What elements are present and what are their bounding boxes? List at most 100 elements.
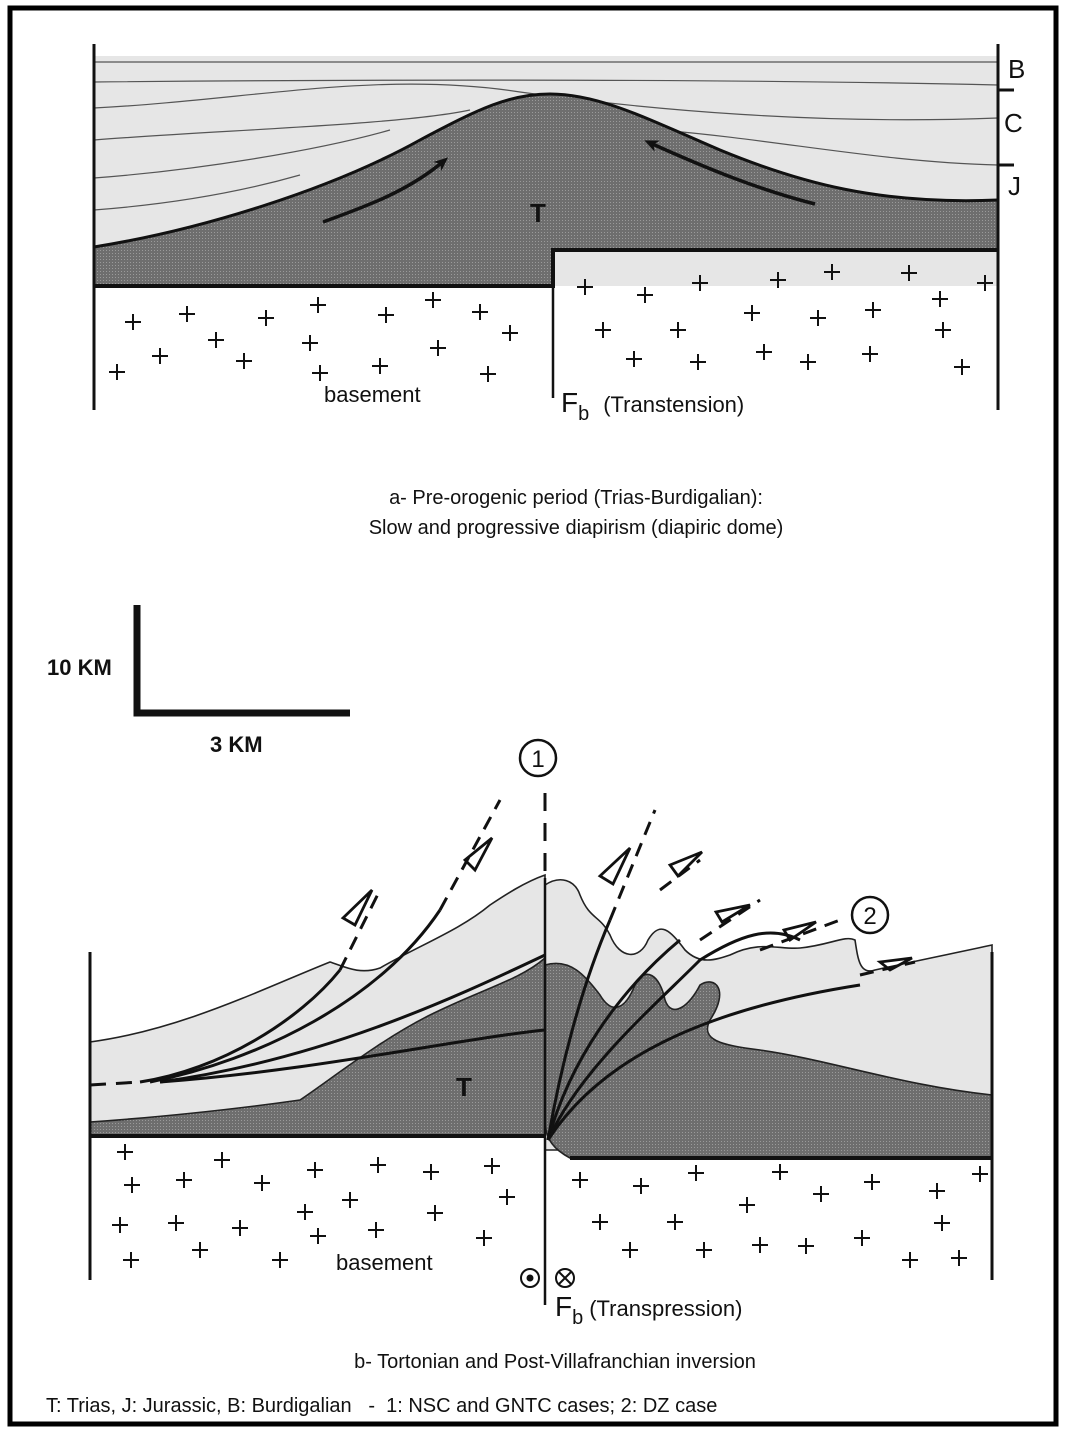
- basement-cross-mark: [272, 1252, 288, 1268]
- strike-slip-symbols: [520, 1268, 575, 1288]
- basement-cross-mark: [744, 305, 760, 321]
- basement-cross-mark: [824, 264, 840, 280]
- basement-cross-mark: [254, 1175, 270, 1191]
- basement-cross-mark: [622, 1242, 638, 1258]
- panel-a-diagram: [92, 44, 1014, 410]
- basement-cross-mark: [502, 325, 518, 341]
- basement-cross-mark: [378, 307, 394, 323]
- basement-cross-mark: [934, 1215, 950, 1231]
- basement-cross-mark: [935, 322, 951, 338]
- label-t-trias-b: T: [456, 1072, 472, 1102]
- basement-cross-mark: [572, 1172, 588, 1188]
- basement-cross-mark: [302, 335, 318, 351]
- basement-cross-mark: [810, 310, 826, 326]
- basement-cross-mark: [368, 1222, 384, 1238]
- basement-cross-mark: [972, 1166, 988, 1182]
- label-b-burdigalian: B: [1008, 54, 1025, 84]
- figure-frame: [7, 5, 1059, 1427]
- label-j-jurassic: J: [1008, 171, 1021, 201]
- basement-cross-mark: [864, 1174, 880, 1190]
- scale-bar: 10 KM 3 KM: [47, 605, 350, 757]
- basement-cross-mark: [929, 1183, 945, 1199]
- panel-b-thrusts-left: [89, 799, 546, 1087]
- panel-b-basement-label: basement: [336, 1250, 433, 1275]
- basement-cross-mark: [425, 292, 441, 308]
- marker-2-label: 2: [863, 903, 876, 930]
- basement-cross-mark: [109, 364, 125, 380]
- basement-cross-mark: [696, 1242, 712, 1258]
- basement-cross-mark: [472, 304, 488, 320]
- basement-cross-mark: [372, 358, 388, 374]
- panel-b-basement-crosses: [112, 1144, 988, 1268]
- panel-b-diagram: [88, 738, 994, 1305]
- panel-a-labels: B C J T basement Fb (Transtension) a- Pre…: [324, 54, 1025, 539]
- basement-cross-mark: [690, 354, 706, 370]
- basement-cross-mark: [423, 1164, 439, 1180]
- panel-b-thrust-arrowheads: [340, 836, 913, 972]
- label-c: C: [1004, 108, 1023, 138]
- basement-cross-mark: [310, 1228, 326, 1244]
- into-page-icon: [555, 1268, 575, 1288]
- basement-cross-mark: [901, 265, 917, 281]
- basement-cross-mark: [476, 1230, 492, 1246]
- panel-b-right-trias: [544, 962, 993, 1159]
- basement-cross-mark: [310, 297, 326, 313]
- basement-cross-mark: [430, 340, 446, 356]
- scale-horizontal-label: 3 KM: [210, 732, 263, 757]
- label-t-trias-a: T: [530, 198, 546, 228]
- basement-cross-mark: [752, 1237, 768, 1253]
- basement-cross-mark: [297, 1204, 313, 1220]
- basement-cross-mark: [480, 366, 496, 382]
- panel-b-fault-label: Fb (Transpression): [555, 1291, 742, 1329]
- panel-a-caption-line2: Slow and progressive diapirism (diapiric…: [369, 517, 784, 539]
- basement-cross-mark: [667, 1214, 683, 1230]
- basement-cross-mark: [862, 346, 878, 362]
- basement-cross-mark: [854, 1230, 870, 1246]
- basement-cross-mark: [342, 1192, 358, 1208]
- panel-a-basement-label: basement: [324, 382, 421, 407]
- panel-a-basement-crosses: [109, 264, 993, 382]
- basement-cross-mark: [692, 275, 708, 291]
- panel-a-fault-label: Fb (Transtension): [561, 387, 744, 425]
- panel-a-flow-arrow-right: [644, 140, 816, 206]
- marker-1-circle: [518, 738, 558, 778]
- basement-cross-mark: [124, 1177, 140, 1193]
- basement-cross-mark: [112, 1217, 128, 1233]
- basement-cross-mark: [977, 275, 993, 291]
- basement-cross-mark: [813, 1186, 829, 1202]
- basement-cross-mark: [592, 1214, 608, 1230]
- basement-cross-mark: [484, 1158, 500, 1174]
- basement-cross-mark: [633, 1178, 649, 1194]
- marker-2-circle: [850, 895, 890, 935]
- basement-cross-mark: [756, 344, 772, 360]
- basement-cross-mark: [739, 1197, 755, 1213]
- basement-cross-mark: [954, 359, 970, 375]
- basement-cross-mark: [626, 351, 642, 367]
- basement-cross-mark: [637, 287, 653, 303]
- basement-cross-mark: [902, 1252, 918, 1268]
- basement-cross-mark: [214, 1152, 230, 1168]
- basement-cross-mark: [152, 348, 168, 364]
- basement-cross-mark: [258, 310, 274, 326]
- marker-1-label: 1: [531, 746, 544, 773]
- basement-cross-mark: [798, 1238, 814, 1254]
- panel-b-labels: 1 2 T basement Fb (Transpression) b- Tort…: [336, 746, 877, 1373]
- basement-cross-mark: [232, 1220, 248, 1236]
- basement-cross-mark: [865, 302, 881, 318]
- basement-cross-mark: [192, 1242, 208, 1258]
- basement-cross-mark: [595, 322, 611, 338]
- scale-vertical-label: 10 KM: [47, 655, 112, 680]
- basement-cross-mark: [499, 1189, 515, 1205]
- panel-a-caption-line1: a- Pre-orogenic period (Trias-Burdigalia…: [389, 487, 763, 509]
- basement-cross-mark: [670, 322, 686, 338]
- legend-text: T: Trias, J: Jurassic, B: Burdigalian - …: [46, 1395, 717, 1417]
- basement-cross-mark: [179, 306, 195, 322]
- basement-cross-mark: [770, 272, 786, 288]
- basement-cross-mark: [312, 365, 328, 381]
- basement-cross-mark: [208, 332, 224, 348]
- basement-cross-mark: [176, 1172, 192, 1188]
- panel-a-flow-arrow-left: [322, 157, 449, 224]
- basement-cross-mark: [932, 291, 948, 307]
